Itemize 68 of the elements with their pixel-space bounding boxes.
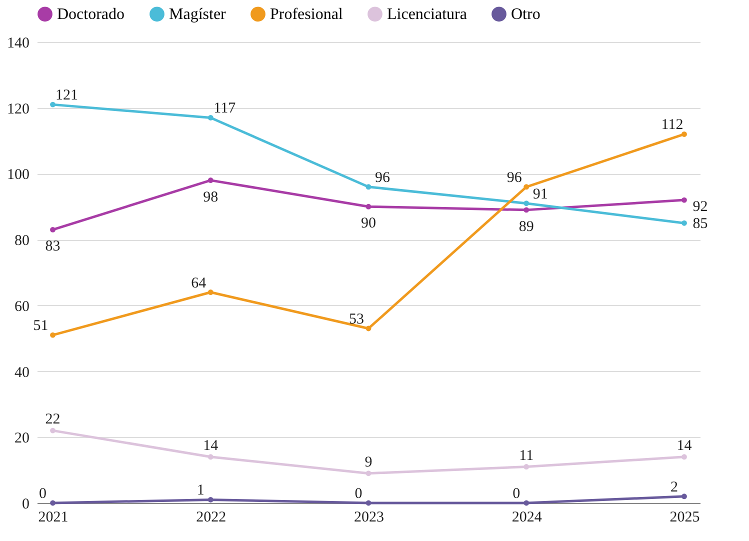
data-label: 11 [519,448,534,464]
point [524,184,530,190]
data-label: 0 [354,486,362,502]
data-label: 117 [214,100,236,117]
point [208,290,214,295]
legend-label: Doctorado [57,6,125,24]
data-label: 90 [361,216,376,232]
point [50,428,56,434]
legend-label: Magíster [169,6,227,24]
y-tick-label: 0 [22,496,30,512]
point [524,207,530,213]
point [208,454,214,460]
point [208,178,214,184]
point [208,496,214,502]
y-tick-label: 20 [14,430,30,447]
point [366,470,372,476]
data-label: 0 [39,486,47,502]
data-label: 91 [532,186,548,202]
data-label: 1 [196,482,204,499]
data-label: 14 [203,438,219,454]
legend-label: Otro [511,6,540,24]
point [366,204,372,210]
data-label: 83 [45,238,60,255]
data-label: 14 [676,438,692,454]
point [524,464,530,470]
point [366,500,372,506]
x-tick-label: 2024 [512,510,542,526]
point [50,332,56,338]
point [50,500,56,506]
data-label: 53 [349,311,364,328]
point [681,220,687,226]
data-label: 89 [518,218,534,235]
y-tick-label: 80 [14,233,30,250]
y-tick-label: 140 [7,36,30,52]
point [524,200,530,206]
data-label: 9 [364,454,372,470]
y-tick-label: 60 [14,298,30,315]
x-tick-label: 2025 [670,510,700,526]
data-label: 98 [203,189,218,206]
y-tick-label: 40 [14,364,30,381]
y-tick-label: 120 [7,101,30,118]
data-label: 92 [692,199,708,216]
point [681,494,687,500]
data-label: 2 [670,479,678,496]
data-label: 85 [692,216,708,232]
x-tick-label: 2023 [354,510,384,526]
x-tick-label: 2022 [196,510,226,526]
data-label: 64 [191,275,207,292]
point [208,115,214,120]
y-tick-label: 100 [7,167,30,184]
point [681,131,687,137]
x-tick-label: 2021 [38,510,68,526]
data-label: 0 [512,486,520,502]
point [50,226,56,232]
point [50,102,56,108]
point [366,184,372,190]
point [681,454,687,460]
legend-label: Profesional [270,6,344,24]
data-label: 121 [56,88,78,104]
point [524,500,530,506]
data-label: 96 [506,170,522,186]
data-label: 51 [33,318,48,334]
point [681,197,687,203]
point [366,326,372,332]
data-label: 112 [661,117,684,134]
data-label: 22 [45,412,60,428]
legend-label: Licenciatura [387,6,467,24]
data-label: 96 [375,170,390,186]
